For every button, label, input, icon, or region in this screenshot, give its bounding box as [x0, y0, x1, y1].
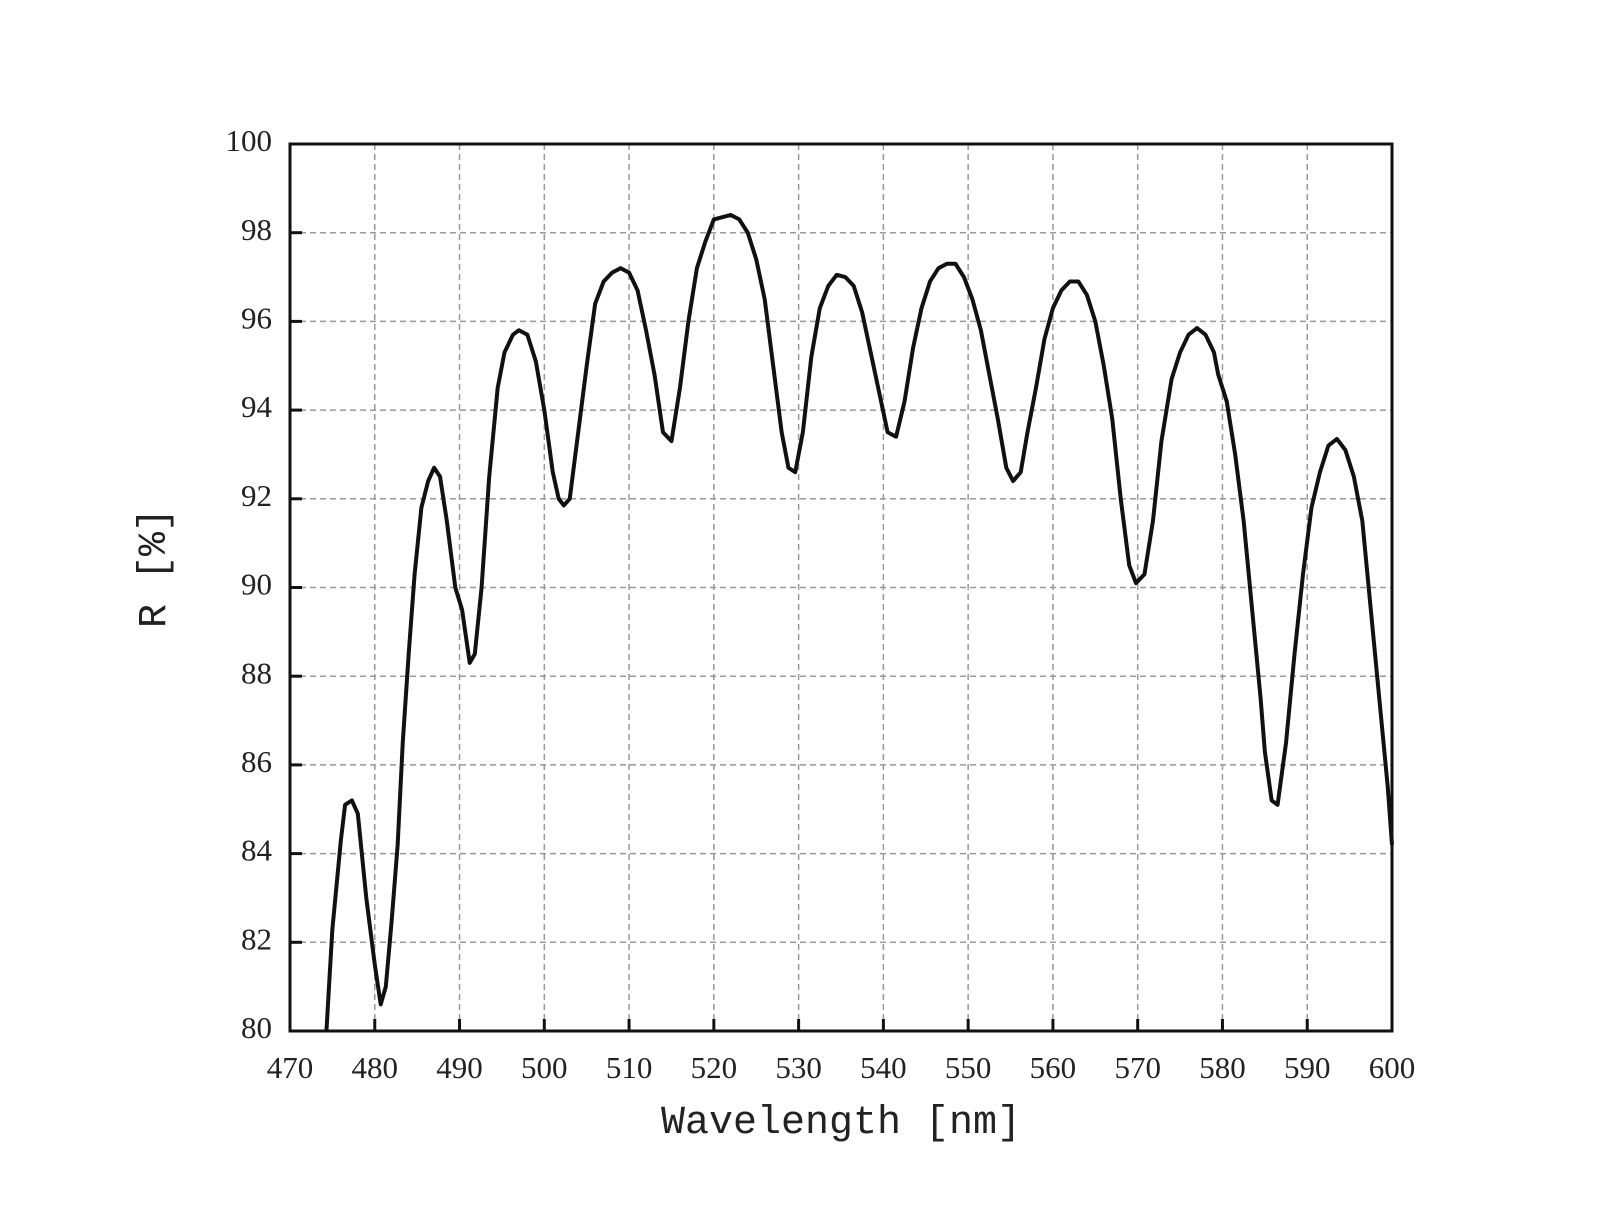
y-tick-label: 82: [241, 921, 272, 956]
x-tick-label: 480: [352, 1050, 399, 1085]
data-line: [324, 212, 1394, 1032]
x-tick-label: 570: [1114, 1050, 1161, 1085]
y-tick-label: 80: [241, 1010, 272, 1045]
y-axis-title: R [%]: [133, 508, 178, 628]
x-tick-label: 520: [691, 1050, 738, 1085]
y-tick-label: 92: [241, 478, 272, 513]
x-tick-label: 550: [945, 1050, 992, 1085]
x-tick-label: 580: [1199, 1050, 1246, 1085]
y-tick-label: 98: [241, 212, 272, 247]
x-tick-label: 590: [1284, 1050, 1331, 1085]
x-tick-label: 470: [267, 1050, 314, 1085]
x-tick-label: 490: [436, 1050, 483, 1085]
x-axis-title: Wavelength [nm]: [661, 1101, 1021, 1146]
x-tick-label: 500: [521, 1050, 568, 1085]
x-tick-label: 530: [775, 1050, 822, 1085]
x-tick-label: 560: [1030, 1050, 1077, 1085]
y-tick-label: 100: [226, 123, 273, 158]
y-tick-label: 90: [241, 567, 272, 602]
y-tick-label: 86: [241, 744, 272, 779]
plot-frame: [288, 142, 1394, 1033]
y-tick-label: 88: [241, 655, 272, 690]
y-tick-label: 94: [241, 389, 273, 424]
x-tick-label: 540: [860, 1050, 907, 1085]
y-tick-label: 96: [241, 301, 272, 336]
y-tick-label: 84: [241, 833, 273, 868]
x-tick-label: 600: [1369, 1050, 1416, 1085]
x-tick-label: 510: [606, 1050, 653, 1085]
